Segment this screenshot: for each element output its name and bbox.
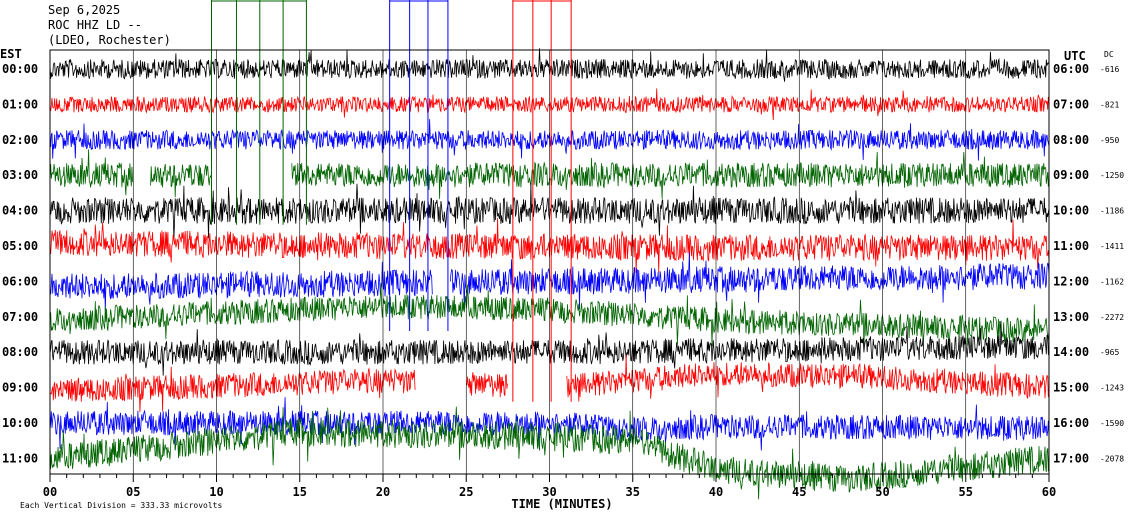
utc-time-label: 11:00 — [1053, 239, 1089, 253]
est-time-label: 07:00 — [2, 310, 38, 324]
dc-offset-label: -950 — [1100, 136, 1119, 145]
est-time-label: 02:00 — [2, 133, 38, 147]
dc-offset-label: -1162 — [1100, 277, 1124, 286]
dc-offset-label: -965 — [1100, 348, 1119, 357]
dc-offset-label: -1590 — [1100, 419, 1124, 428]
x-tick-label-25: 25 — [459, 485, 473, 499]
utc-time-label: 06:00 — [1053, 62, 1089, 76]
dc-offset-label: -2272 — [1100, 313, 1124, 322]
utc-time-label: 12:00 — [1053, 274, 1089, 288]
time-gridlines — [49, 50, 1050, 482]
x-tick-label-20: 20 — [376, 485, 390, 499]
utc-time-label: 17:00 — [1053, 451, 1089, 465]
header-network: (LDEO, Rochester) — [48, 33, 171, 47]
utc-time-label: 13:00 — [1053, 310, 1089, 324]
est-time-label: 00:00 — [2, 62, 38, 76]
x-tick-label-45: 45 — [792, 485, 806, 499]
trace-row-0900 — [49, 354, 1050, 413]
est-time-label: 03:00 — [2, 168, 38, 182]
dc-offset-label: -1250 — [1100, 171, 1124, 180]
dc-offset-label: -1243 — [1100, 384, 1124, 393]
x-tick-label-00: 00 — [43, 485, 57, 499]
est-time-label: 06:00 — [2, 274, 38, 288]
x-tick-label-55: 55 — [959, 485, 973, 499]
utc-axis-title: UTC — [1064, 49, 1086, 63]
dc-column-title: DC — [1104, 50, 1114, 59]
utc-time-label: 16:00 — [1053, 416, 1089, 430]
x-tick-label-60: 60 — [1042, 485, 1056, 499]
axis-labels: EST UTC DC TIME (MINUTES) Each Vertical … — [0, 47, 1124, 511]
utc-time-label: 07:00 — [1053, 97, 1089, 111]
est-time-label: 05:00 — [2, 239, 38, 253]
utc-time-label: 15:00 — [1053, 381, 1089, 395]
footer-note: Each Vertical Division = 333.33 microvol… — [20, 501, 222, 510]
header-station: ROC HHZ LD -- — [48, 18, 142, 32]
est-time-label: 10:00 — [2, 416, 38, 430]
x-tick-label-05: 05 — [126, 485, 140, 499]
x-axis-label: TIME (MINUTES) — [511, 497, 612, 511]
est-time-label: 04:00 — [2, 204, 38, 218]
plot-frame — [49, 49, 1050, 475]
utc-time-label: 09:00 — [1053, 168, 1089, 182]
x-tick-label-40: 40 — [709, 485, 723, 499]
x-tick-label-30: 30 — [542, 485, 556, 499]
utc-time-label: 10:00 — [1053, 204, 1089, 218]
dc-offset-label: -616 — [1100, 65, 1119, 74]
x-tick-label-35: 35 — [626, 485, 640, 499]
dc-offset-label: -1411 — [1100, 242, 1124, 251]
utc-time-label: 08:00 — [1053, 133, 1089, 147]
x-tick-label-50: 50 — [875, 485, 889, 499]
dc-offset-label: -1186 — [1100, 207, 1124, 216]
est-time-label: 08:00 — [2, 345, 38, 359]
est-axis-title: EST — [0, 47, 22, 61]
est-time-label: 01:00 — [2, 97, 38, 111]
dc-offset-label: -821 — [1100, 100, 1119, 109]
x-tick-label-15: 15 — [293, 485, 307, 499]
trace-row-0600 — [49, 252, 1050, 312]
est-time-label: 11:00 — [2, 451, 38, 465]
trace-row-0300 — [49, 149, 1050, 199]
header-date: Sep 6,2025 — [48, 3, 121, 17]
dc-offset-label: -2078 — [1100, 454, 1124, 463]
est-time-label: 09:00 — [2, 381, 38, 395]
utc-time-label: 14:00 — [1053, 345, 1089, 359]
x-tick-label-10: 10 — [209, 485, 223, 499]
